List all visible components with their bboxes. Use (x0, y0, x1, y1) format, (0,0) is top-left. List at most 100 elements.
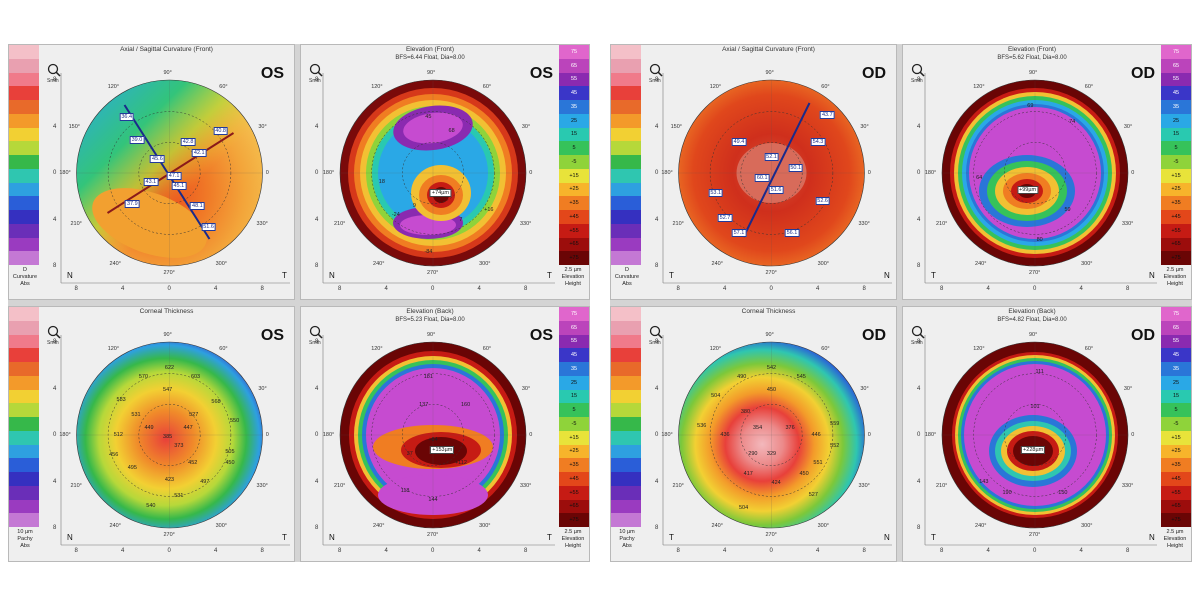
left-axial-panel[interactable]: D Curvature Abs Axial / Sagittal Curvature … (8, 44, 295, 300)
scale-caption: D Curvature Abs (611, 267, 643, 288)
map-value-label: 101 (1030, 404, 1040, 411)
y-axis-tick: 0 (917, 432, 921, 438)
map-value-label: +16 (484, 207, 494, 214)
scale-swatch: 5 (559, 403, 589, 417)
scale-swatch (9, 444, 39, 459)
map-value-label: 436 (720, 432, 730, 438)
x-axis-tick: 4 (121, 548, 125, 554)
scale-swatch: 15 (559, 127, 589, 142)
left-elev-back-panel[interactable]: 75 65 55 45 35 25 15 5 -5 +15 +25 +35 +45 +55 +65 +75 2.… (300, 306, 590, 562)
y-axis-tick: 8 (655, 77, 659, 83)
right-elev-back-panel[interactable]: 75 65 55 45 35 25 15 5 -5 +15 +25 +35 +45 +55 +65 +75 2.… (902, 306, 1192, 562)
scale-swatch: +35 (1161, 196, 1191, 210)
degree-label-30: 30° (258, 385, 267, 392)
scale-swatch: 75 (1161, 45, 1191, 59)
y-axis-tick: 4 (655, 478, 659, 485)
right-axial-color-scale (611, 45, 641, 265)
scale-swatch: +75 (559, 513, 589, 527)
degree-label-330: 330° (256, 483, 268, 490)
map-value-label: 380 (740, 408, 751, 415)
map-value-label: 446 (811, 432, 821, 438)
right-axial-panel[interactable]: D Curvature Abs Axial / Sagittal Curvature … (610, 44, 897, 300)
map-value-label: 68 (448, 128, 455, 135)
y-axis-tick: 0 (53, 432, 57, 438)
magnifier-icon[interactable]: Smth (47, 63, 69, 87)
scale-swatch (9, 100, 39, 114)
map-value-label: 45.1 (171, 182, 187, 191)
degree-label-240: 240° (373, 261, 385, 268)
magnifier-icon[interactable]: Smth (911, 325, 933, 349)
left-elev-front-panel[interactable]: 75 65 55 45 35 25 15 5 -5 +15 +25 +35 +45 +55 +65 +75 2.… (300, 44, 590, 300)
x-axis-tick: 8 (940, 286, 944, 292)
magnifier-icon[interactable]: Smth (309, 325, 331, 349)
map-value-label: 504 (739, 504, 749, 511)
map-value-label: 118 (400, 487, 410, 494)
y-axis-tick: 4 (53, 478, 57, 485)
degree-label-120: 120° (973, 345, 985, 352)
panel-title: Corneal Thickness (139, 308, 194, 315)
degree-label-210: 210° (672, 221, 684, 228)
scale-swatch (611, 444, 641, 459)
x-axis-tick: 4 (384, 286, 388, 292)
side-label-right: T (282, 533, 287, 542)
scale-swatch (611, 127, 641, 142)
left-pachy-panel[interactable]: 10 µm Pachy Abs Corneal Thickness OS Smth 90° 6… (8, 306, 295, 562)
magnifier-icon[interactable]: Smth (911, 63, 933, 87)
x-axis-tick: 8 (676, 286, 680, 292)
map-value-label: 450 (225, 459, 235, 466)
magnifier-icon[interactable]: Smth (649, 63, 671, 87)
y-axis-tick: 4 (917, 216, 921, 223)
scale-caption-line: Pachy (619, 536, 635, 542)
degree-label-90: 90° (765, 69, 774, 76)
map-value-label: -24 (391, 211, 400, 218)
x-axis-tick: 8 (524, 286, 528, 292)
x-axis-tick: 8 (862, 286, 866, 292)
degree-label-240: 240° (711, 261, 723, 268)
map-value-label: 137 (419, 402, 429, 409)
scale-caption-line: 2.5 µm (1166, 267, 1184, 273)
x-axis-tick: 8 (1126, 286, 1130, 292)
map-value-label: 603 (190, 374, 201, 381)
apex-value-label: +74µm (429, 189, 451, 198)
degree-label-30: 30° (860, 385, 869, 392)
degree-label-210: 210° (672, 483, 684, 490)
scale-caption: 2.5 µm Elevation Height (1159, 267, 1191, 288)
degree-label-60: 60° (482, 83, 492, 90)
y-axis-tick: 8 (53, 263, 57, 269)
map-value-label: 452 (188, 459, 198, 466)
magnifier-icon[interactable]: Smth (649, 325, 671, 349)
scale-swatch: +45 (1161, 472, 1191, 486)
side-label-left: T (669, 271, 674, 280)
panel-title: Axial / Sagittal Curvature (Front) (722, 46, 815, 53)
scale-swatch (9, 458, 39, 472)
y-axis-tick: 4 (315, 123, 319, 130)
corneal-map (924, 335, 1157, 546)
scale-swatch: +55 (1161, 485, 1191, 500)
smooth-label: Smth (47, 78, 59, 84)
scale-swatch (611, 485, 641, 500)
degree-label-180: 180° (59, 170, 71, 176)
degree-label-60: 60° (219, 345, 228, 352)
x-axis-tick: 4 (1079, 548, 1083, 554)
map-value-label: 53.1 (708, 189, 724, 198)
magnifier-icon[interactable]: Smth (309, 63, 331, 87)
panel-subtitle: BFS=5.23 Float, Dia=8.00 (395, 317, 465, 323)
apex-value-label: +228µm (1021, 445, 1046, 454)
x-axis-tick: 4 (723, 286, 727, 292)
magnifier-icon[interactable]: Smth (47, 325, 69, 349)
degree-label-90: 90° (1029, 331, 1038, 338)
scale-caption-line: Pachy (17, 536, 33, 542)
y-axis-tick: 4 (315, 385, 319, 392)
degree-label-300: 300° (1081, 261, 1093, 268)
x-axis-tick: 8 (676, 548, 680, 554)
right-elev-back-color-scale: 75 65 55 45 35 25 15 5 -5 +15 +25 +35 +45 +55 +65 +75 (1161, 307, 1191, 527)
right-pachy-panel[interactable]: 10 µm Pachy Abs Corneal Thickness OD Smth 90° 6… (610, 306, 897, 562)
scale-swatch (9, 86, 39, 100)
degree-label-300: 300° (215, 261, 227, 268)
x-axis-tick: 8 (524, 548, 528, 554)
map-value-label: 447 (183, 424, 193, 431)
degree-label-210: 210° (70, 483, 82, 490)
scale-swatch: 35 (559, 100, 589, 114)
right-elev-front-panel[interactable]: 75 65 55 45 35 25 15 5 -5 +15 +25 +35 +45 +55 +65 +75 2.… (902, 44, 1192, 300)
scale-swatch: +35 (1161, 458, 1191, 472)
